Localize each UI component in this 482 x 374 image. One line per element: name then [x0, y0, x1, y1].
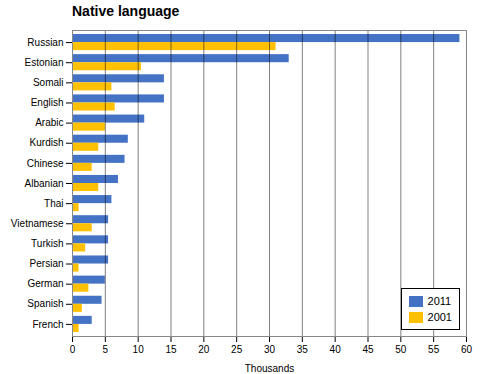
svg-text:Russian: Russian: [27, 37, 63, 48]
svg-text:Somali: Somali: [33, 77, 64, 88]
svg-text:Estonian: Estonian: [25, 57, 64, 68]
svg-text:50: 50: [395, 344, 407, 355]
svg-text:Albanian: Albanian: [25, 178, 64, 189]
svg-text:30: 30: [264, 344, 276, 355]
svg-text:Thousands: Thousands: [245, 363, 294, 374]
svg-text:55: 55: [428, 344, 440, 355]
svg-text:French: French: [32, 319, 63, 330]
svg-text:5: 5: [103, 344, 109, 355]
svg-text:Turkish: Turkish: [31, 238, 63, 249]
html-text:2001: 2001: [427, 311, 452, 323]
svg-text:25: 25: [231, 344, 243, 355]
svg-text:Kurdish: Kurdish: [30, 137, 64, 148]
html-text:Native language: Native language: [72, 3, 180, 19]
svg-text:45: 45: [362, 344, 374, 355]
svg-text:Chinese: Chinese: [27, 158, 64, 169]
svg-text:English: English: [31, 97, 64, 108]
svg-text:German: German: [27, 278, 63, 289]
svg-text:Persian: Persian: [30, 258, 64, 269]
svg-text:10: 10: [133, 344, 145, 355]
svg-text:Spanish: Spanish: [27, 298, 63, 309]
svg-text:60: 60: [461, 344, 473, 355]
svg-text:35: 35: [297, 344, 309, 355]
svg-text:Vietnamese: Vietnamese: [11, 218, 64, 229]
svg-text:0: 0: [70, 344, 76, 355]
svg-text:Arabic: Arabic: [35, 117, 63, 128]
svg-text:40: 40: [330, 344, 342, 355]
svg-text:15: 15: [165, 344, 177, 355]
svg-text:20: 20: [198, 344, 210, 355]
html-text:2011: 2011: [427, 295, 452, 307]
svg-text:Thai: Thai: [44, 198, 63, 209]
